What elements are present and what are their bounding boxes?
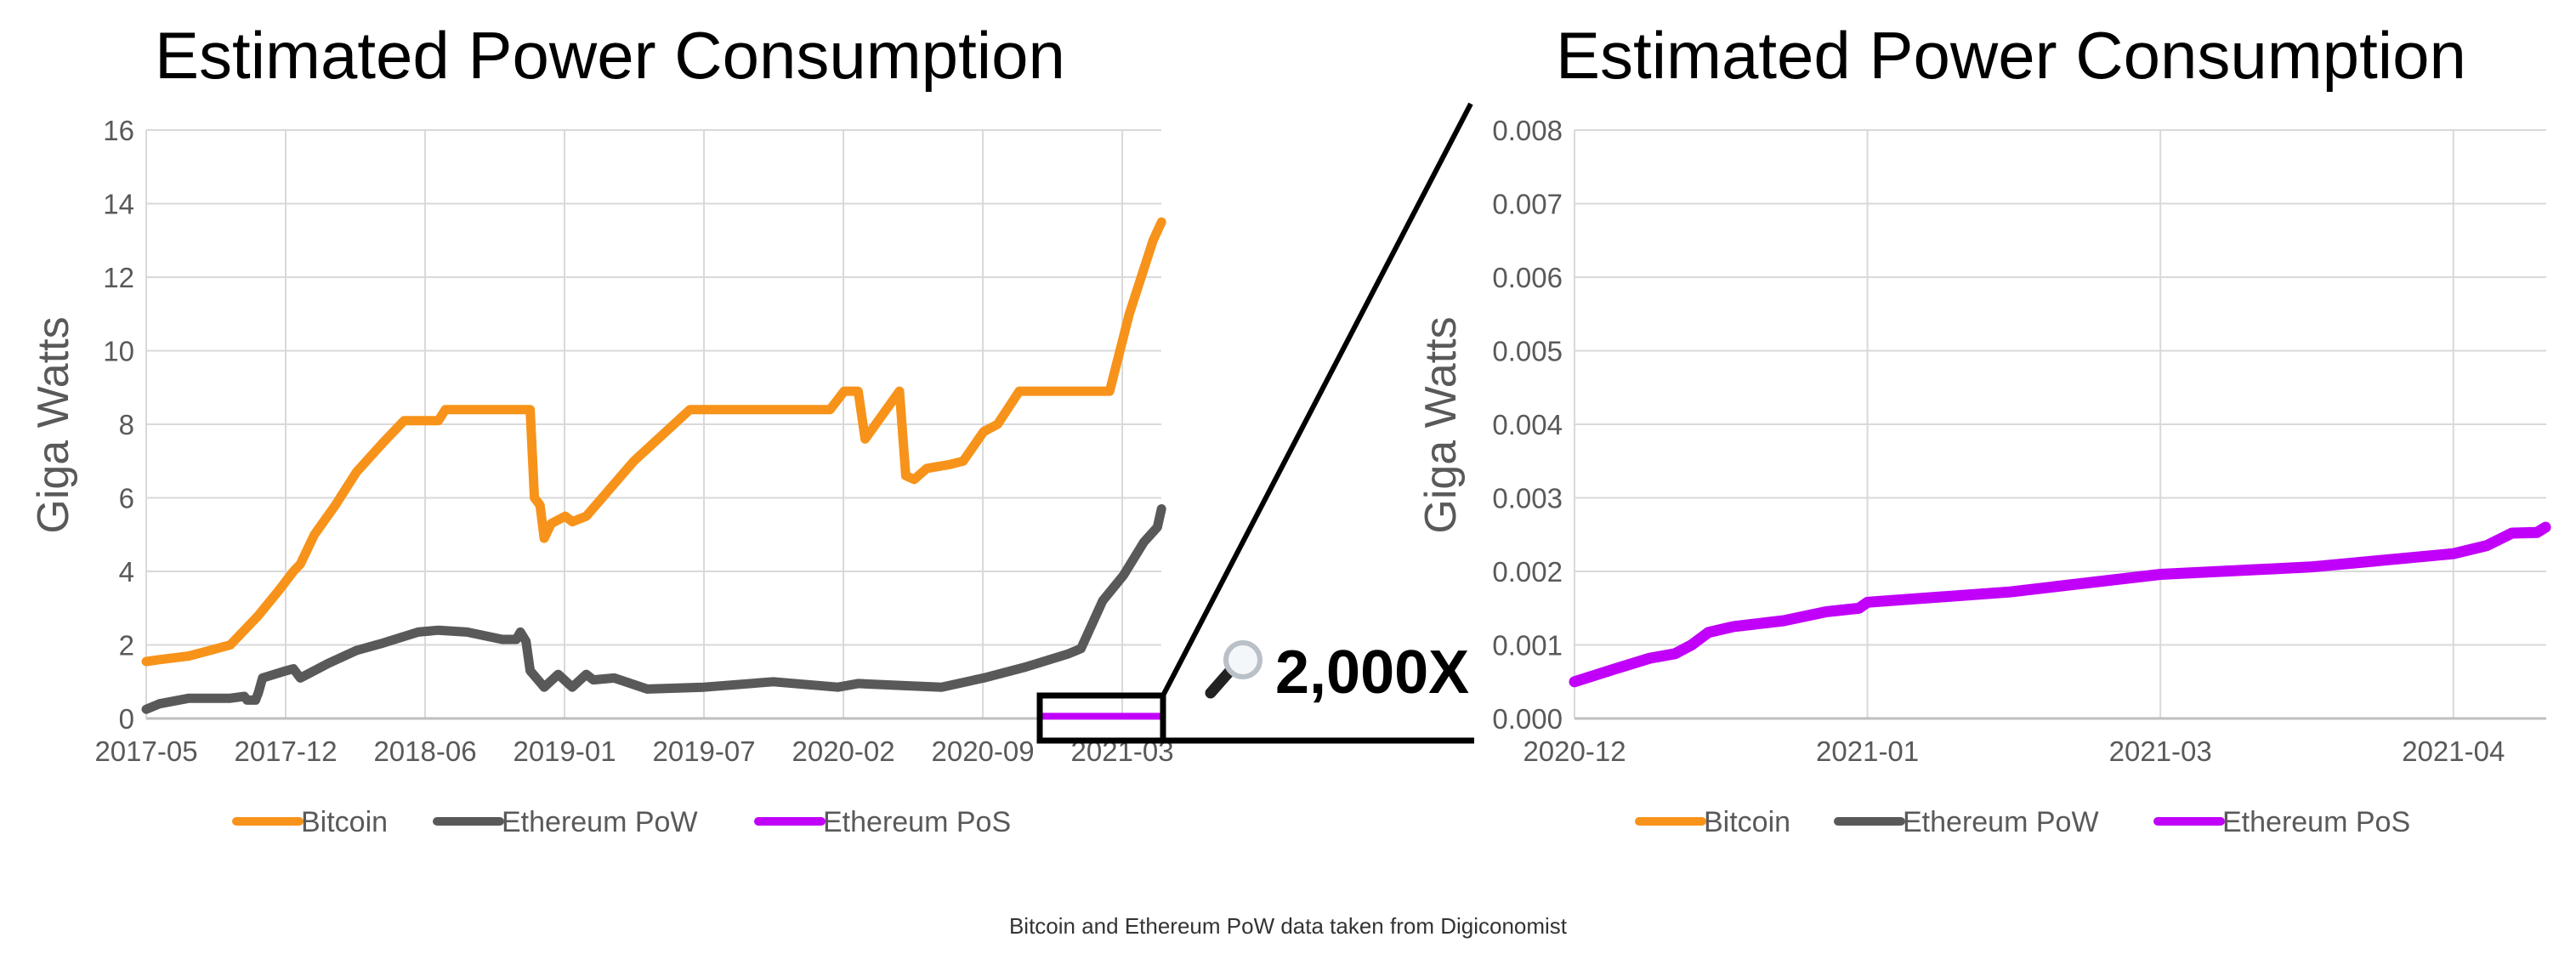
y-tick-label: 0.006	[1492, 262, 1563, 293]
y-tick-label: 0	[119, 703, 134, 735]
y-tick-label: 0.000	[1492, 703, 1563, 735]
right-legend: Bitcoin Ethereum PoW Ethereum PoS	[1635, 806, 2410, 838]
left-chart-title: Estimated Power Consumption	[155, 18, 1065, 93]
y-tick-label: 0.005	[1492, 336, 1563, 367]
x-tick-label: 2020-02	[792, 735, 895, 767]
legend-label: Bitcoin	[1704, 806, 1790, 838]
y-tick-label: 16	[103, 115, 134, 146]
legend-label: Ethereum PoW	[1903, 806, 2099, 838]
y-tick-label: 0.003	[1492, 483, 1563, 514]
zoom-factor-label: 2,000X	[1275, 639, 1469, 707]
magnifying-glass-icon	[1205, 640, 1262, 699]
x-tick-label: 2019-01	[513, 735, 616, 767]
legend-label: Ethereum PoS	[823, 806, 1011, 838]
y-tick-label: 0.002	[1492, 556, 1563, 588]
x-tick-label: 2017-12	[234, 735, 337, 767]
zoom-connector-line	[1160, 102, 1473, 697]
zoom-region-box	[1036, 692, 1166, 744]
x-tick-label: 2021-04	[2402, 735, 2505, 767]
y-tick-label: 0.007	[1492, 189, 1563, 220]
x-tick-label: 2020-12	[1523, 735, 1626, 767]
y-tick-label: 0.008	[1492, 115, 1563, 146]
right-chart: 0.000 0.001 0.002 0.003 0.004 0.005 0.006 0.007…	[1492, 115, 2551, 767]
y-tick-label: 0.004	[1492, 409, 1563, 440]
left-chart: 0 2 4 6 8 10 12 14 16 2017-05 2017-12 2018-06 2019-0…	[94, 115, 1173, 767]
series-line-bitcoin	[141, 217, 1166, 667]
legend-label: Bitcoin	[301, 806, 388, 838]
x-tick-label: 2019-07	[652, 735, 755, 767]
right-chart-title: Estimated Power Consumption	[1556, 18, 2466, 93]
footnote: Bitcoin and Ethereum PoW data taken from…	[1009, 913, 1568, 939]
y-tick-label: 6	[119, 483, 134, 514]
x-tick-label: 2021-01	[1816, 735, 1919, 767]
y-tick-label: 10	[103, 336, 134, 367]
left-legend: Bitcoin Ethereum PoW Ethereum PoS	[232, 806, 1011, 838]
y-tick-label: 8	[119, 409, 134, 440]
x-tick-label: 2021-03	[2109, 735, 2212, 767]
y-tick-label: 0.001	[1492, 630, 1563, 662]
y-tick-label: 12	[103, 262, 134, 293]
left-y-axis-label: Giga Watts	[29, 316, 78, 533]
x-tick-label: 2017-05	[94, 735, 197, 767]
legend-label: Ethereum PoW	[502, 806, 698, 838]
x-tick-label: 2020-09	[932, 735, 1035, 767]
series-line-ethereum-pos	[1569, 521, 2551, 688]
series-line-ethereum-pow	[141, 504, 1166, 714]
legend-label: Ethereum PoS	[2222, 806, 2410, 838]
y-tick-label: 14	[103, 189, 134, 220]
x-tick-label: 2018-06	[373, 735, 476, 767]
y-tick-label: 4	[119, 556, 134, 588]
right-y-axis-label: Giga Watts	[1416, 316, 1466, 533]
y-tick-label: 2	[119, 630, 134, 662]
